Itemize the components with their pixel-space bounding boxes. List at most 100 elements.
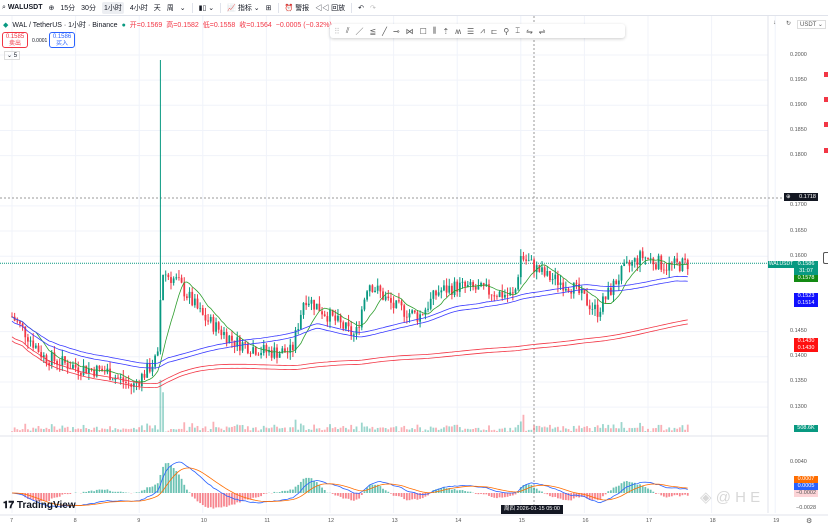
sell-button[interactable]: 0.1585 卖出	[2, 32, 28, 48]
interval-30m[interactable]: 30分	[81, 4, 96, 12]
volume-bar	[207, 431, 209, 432]
macd-histogram-bar	[586, 493, 588, 499]
macd-histogram-bar	[583, 493, 586, 497]
candle	[670, 262, 673, 264]
interval-week[interactable]: 周	[166, 4, 174, 12]
volume-bar	[392, 427, 395, 432]
horizontal-line-icon[interactable]: ⊸	[392, 26, 400, 36]
macd-histogram-bar	[358, 493, 361, 499]
scale-handle[interactable]	[823, 252, 828, 264]
candle	[655, 264, 657, 270]
pin-icon[interactable]: ⚲	[503, 26, 510, 36]
parallel-channel-icon[interactable]: ⫽	[345, 26, 350, 35]
symbol-search[interactable]: ⌕ WALUSDT	[2, 3, 43, 11]
callout-icon[interactable]: ⊏	[490, 26, 498, 36]
macd-histogram-bar	[315, 482, 318, 493]
candle	[482, 282, 485, 287]
volume-bar	[260, 429, 262, 432]
settings-icon[interactable]: ⇌	[538, 26, 546, 36]
lines-icon[interactable]: ☰	[467, 26, 475, 36]
currency-select[interactable]: USDT ⌄	[797, 20, 826, 29]
interval-15m[interactable]: 15分	[60, 4, 76, 12]
candle	[249, 353, 252, 354]
layout-icon[interactable]: ⊞	[265, 4, 272, 12]
macd-histogram-bar	[199, 493, 202, 504]
time-tick: 10	[200, 518, 207, 524]
macd-histogram-bar	[64, 493, 66, 494]
settings-gear-icon[interactable]: ⚙	[806, 518, 813, 525]
volume-bar	[72, 427, 74, 432]
chevron-down-icon[interactable]: ⌄	[179, 4, 186, 12]
arrow-markers-icon[interactable]: ⇡	[442, 26, 450, 36]
volume-bar	[490, 430, 493, 432]
trend-line-icon[interactable]: ／	[355, 26, 364, 36]
candle	[95, 365, 98, 377]
candle	[586, 293, 588, 306]
redo-icon[interactable]: ↷	[370, 4, 376, 12]
macd-histogram-bar	[535, 488, 538, 493]
volume-tag: 508.6K	[794, 425, 818, 432]
collapse-indicators[interactable]: ⌄ 5	[4, 51, 21, 60]
drag-handle-icon[interactable]: ⠿	[334, 26, 340, 36]
ma-long2-tag: 0.1430	[794, 345, 818, 352]
candle	[663, 269, 665, 271]
candle	[201, 307, 204, 315]
volume-bar	[519, 421, 522, 432]
volume-bar	[649, 431, 652, 432]
candle	[480, 282, 482, 287]
time-tick: 15	[518, 518, 525, 524]
volume-bar	[268, 428, 270, 432]
candle	[538, 265, 541, 272]
volume-bar	[58, 428, 61, 432]
macd-histogram-bar	[390, 493, 392, 494]
candle	[21, 323, 24, 327]
replay-button[interactable]: ◁◁ 回放	[315, 4, 346, 12]
macd-histogram-bar	[554, 493, 557, 497]
macd-histogram-bar	[223, 493, 225, 507]
price-chart[interactable]	[0, 16, 828, 529]
undo-icon[interactable]: ↶	[358, 4, 365, 12]
macd-histogram-bar	[323, 490, 326, 493]
ray-icon[interactable]: ╱	[382, 26, 387, 36]
volume-bar	[19, 430, 21, 432]
candle	[496, 296, 498, 297]
alert-button[interactable]: ⏰ 警报	[284, 4, 310, 12]
compare-icon[interactable]: ⊕	[48, 4, 55, 12]
refresh-icon[interactable]: ↻	[786, 21, 792, 27]
indicators-button[interactable]: 📈 指标 ⌄	[227, 4, 260, 12]
volume-bar	[379, 427, 382, 432]
volume-bar	[154, 425, 156, 432]
bars-icon[interactable]: ⫼	[432, 26, 437, 35]
interval-day[interactable]: 天	[153, 4, 161, 12]
macd-histogram-bar	[374, 484, 376, 493]
tradingview-logo[interactable]: 𝟏𝟕 TradingView	[3, 500, 76, 511]
candle-type-icon[interactable]: ▮▯ ⌄	[198, 4, 215, 12]
volume-bar	[445, 425, 448, 432]
path-icon[interactable]: ⩘	[480, 26, 485, 35]
buy-button[interactable]: 0.1586 买入	[49, 32, 75, 48]
macd-histogram-bar	[19, 493, 21, 495]
fib-icon[interactable]: ≦	[369, 26, 377, 36]
volume-bar	[464, 428, 467, 432]
macd-histogram-bar	[551, 493, 554, 498]
volume-bar	[167, 430, 170, 432]
date-range-icon[interactable]: ⇋	[526, 26, 533, 36]
elliott-icon[interactable]: ʍ	[455, 26, 462, 36]
candle	[143, 373, 146, 378]
candle	[649, 258, 652, 259]
volume-bar	[641, 426, 644, 432]
volume-bar	[583, 426, 586, 432]
macd-histogram-bar	[546, 493, 549, 495]
volume-bar	[684, 429, 686, 432]
pattern-icon[interactable]: ⋈	[405, 26, 414, 36]
volume-bar	[193, 427, 196, 432]
volume-bar	[588, 428, 591, 432]
rectangle-icon[interactable]: ☐	[419, 26, 427, 36]
price-range-icon[interactable]: ⌶	[515, 26, 521, 35]
interval-4h[interactable]: 4小时	[129, 4, 148, 12]
interval-1h[interactable]: 1小时	[101, 1, 124, 14]
candle	[180, 277, 183, 283]
macd-histogram-bar	[90, 490, 93, 493]
volume-bar	[265, 427, 268, 432]
scroll-down-icon[interactable]: ↓	[773, 20, 776, 26]
